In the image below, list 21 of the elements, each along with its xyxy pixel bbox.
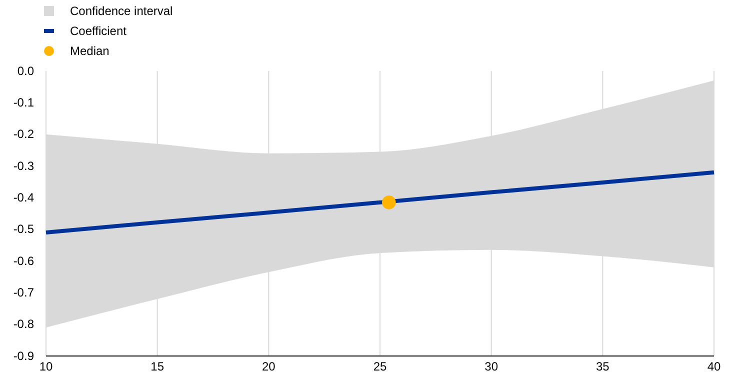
text: Confidence interval (70, 4, 173, 18)
y-tick-label: -0.4 (13, 190, 34, 205)
x-tick-label: 15 (150, 360, 164, 374)
x-tick-label: 10 (39, 360, 53, 374)
y-tick-label: -0.8 (13, 317, 34, 332)
y-tick-label: -0.2 (13, 127, 34, 142)
legend-label: Median (70, 44, 110, 58)
x-tick-label: 30 (484, 360, 498, 374)
x-tick-label: 25 (373, 360, 387, 374)
y-tick-label: -0.6 (13, 254, 34, 268)
x-tick-label: 40 (707, 360, 721, 374)
x-tick-label: 35 (596, 360, 610, 374)
y-tick-label: -0.5 (13, 222, 34, 236)
x-tick-label: 20 (262, 360, 276, 374)
y-tick-label: 0.0 (17, 64, 34, 78)
y-tick-label: -0.7 (13, 286, 34, 300)
y-tick-label: -0.3 (13, 158, 34, 173)
y-tick-label: -0.1 (13, 96, 34, 110)
y-tick-label: -0.9 (13, 348, 34, 363)
legend-label: Coefficient (70, 24, 128, 38)
line-series (44, 170, 716, 234)
